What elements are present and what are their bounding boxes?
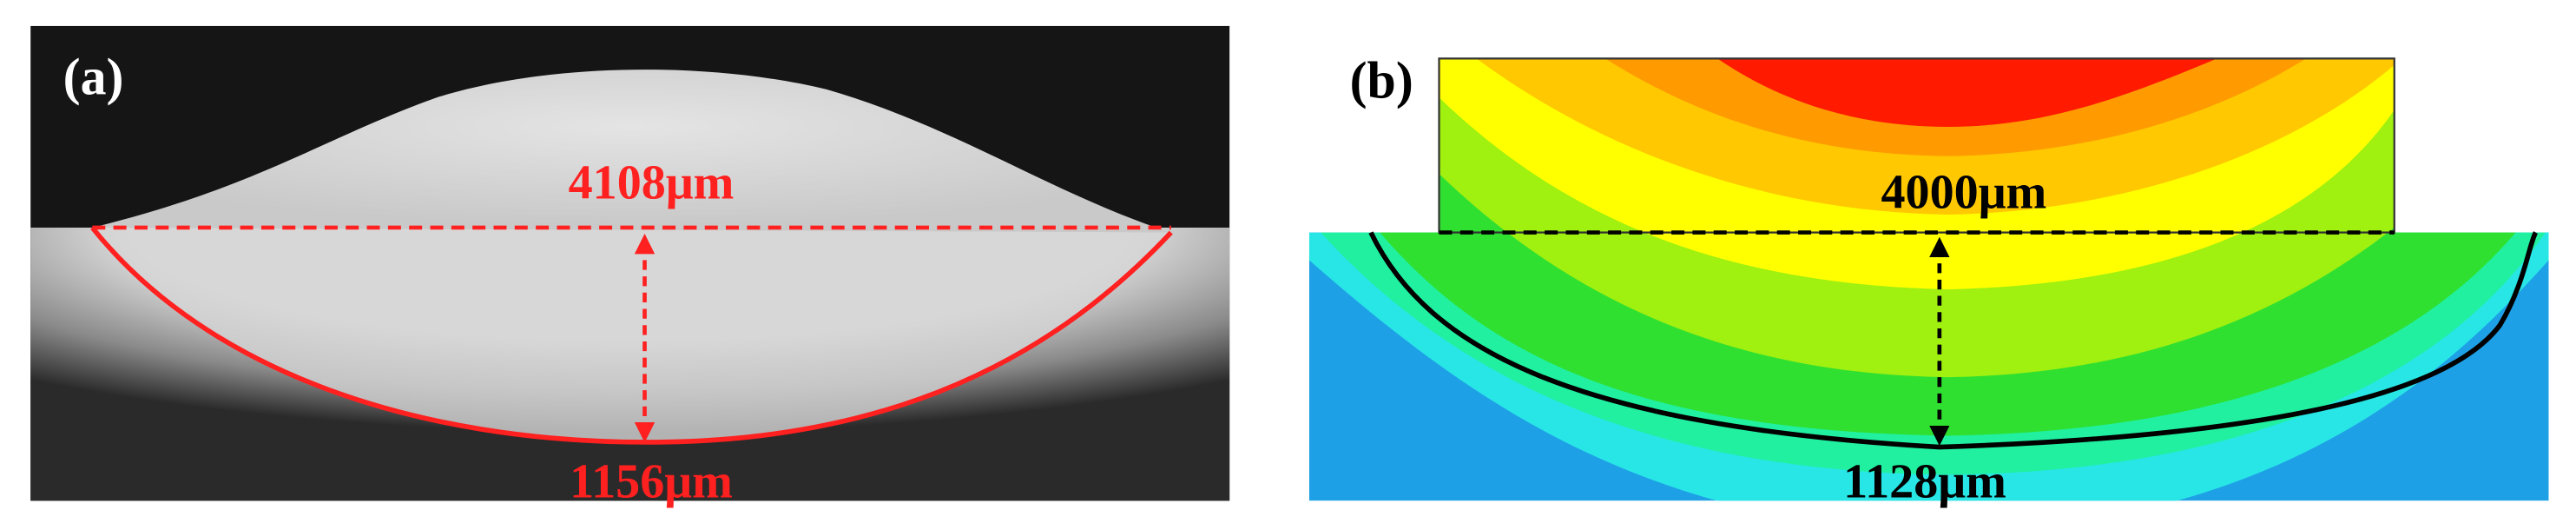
depth-label: 1156μm: [570, 455, 733, 509]
width-label: 4000μm: [1881, 166, 2046, 220]
panel-label: (a): [63, 49, 124, 106]
fusion-boundary: [1368, 231, 2539, 450]
fusion-zone: [92, 227, 1171, 442]
width-label: 4108μm: [569, 156, 735, 209]
panel-a: (a) 4108μm 1156μm: [30, 25, 1230, 509]
panel-b: (b) 4000μm 1128μm: [1308, 51, 2549, 509]
weld-bead: [92, 70, 1171, 233]
depth-label: 1128μm: [1843, 455, 2006, 509]
temperature-contours: [1308, 58, 2549, 501]
panel-label: (b): [1350, 51, 1413, 109]
